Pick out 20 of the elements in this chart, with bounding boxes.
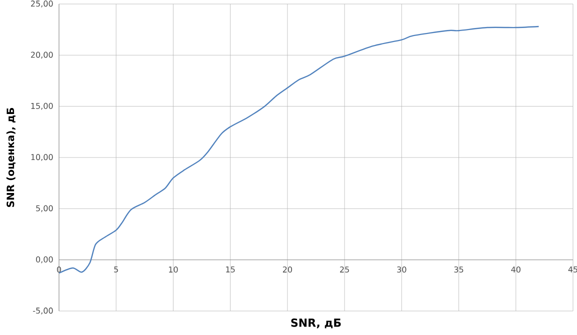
- x-tick-label: 10: [169, 266, 178, 273]
- x-tick-label: 0: [56, 266, 62, 273]
- x-tick-label: 20: [282, 266, 292, 273]
- y-axis-title: SNR (оценка), дБ: [6, 108, 16, 207]
- x-axis-title: SNR, дБ: [291, 318, 341, 328]
- x-tick-label: 15: [226, 266, 235, 272]
- y-tick-label: 15,00: [31, 102, 53, 110]
- x-tick-label: 35: [454, 266, 464, 273]
- x-tick-label: 25: [340, 266, 349, 273]
- y-tick-label: 0,00: [36, 256, 53, 264]
- x-tick-label: 40: [511, 266, 520, 273]
- y-tick-label: -5,00: [33, 308, 53, 314]
- line-series: [59, 26, 540, 274]
- x-tick-label: 30: [397, 266, 406, 273]
- y-tick-label: 25,00: [31, 0, 53, 8]
- y-tick-label: 10,00: [31, 154, 53, 161]
- x-tick-label: 45: [568, 266, 577, 272]
- y-tick-label: 20,00: [31, 52, 53, 59]
- y-tick-label: 5,00: [36, 205, 53, 212]
- x-tick-label: 5: [114, 266, 118, 272]
